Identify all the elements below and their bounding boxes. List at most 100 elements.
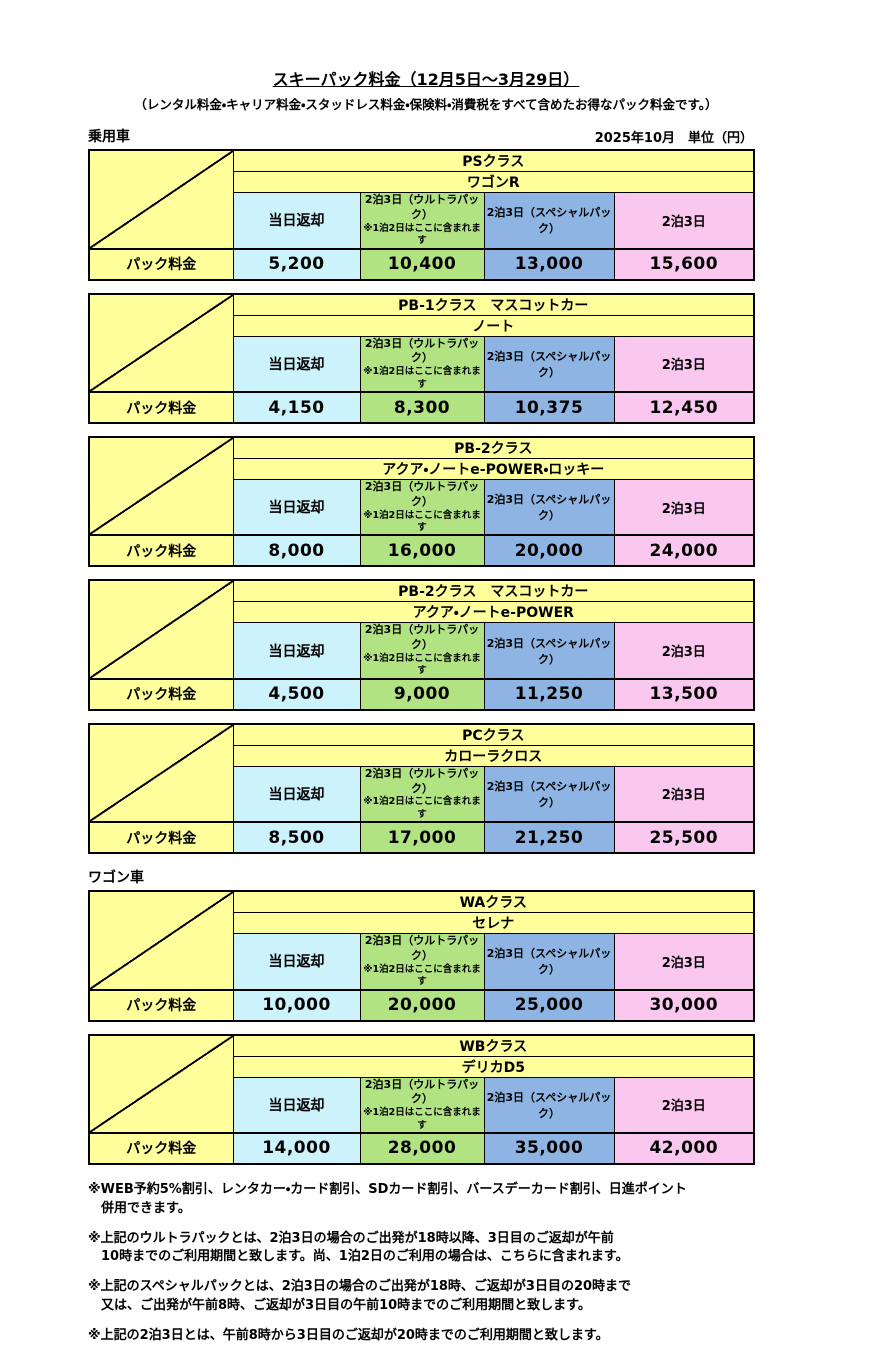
- pack-price-row-label: パック料金: [88, 988, 234, 1021]
- pack-price-row-label: パック料金: [88, 677, 234, 711]
- header-same-day-return: 当日返却: [232, 622, 361, 680]
- price-cell-same-day: 8,500: [232, 821, 361, 854]
- diagonal-corner-cell: [88, 1033, 234, 1134]
- vehicle-section: 乗用車 2025年10月 単位（円） PSクラス ワゴンR 当日返却 2泊3日（…: [88, 126, 764, 855]
- date-note: 2025年10月 単位（円）: [594, 131, 753, 147]
- price-cell-same-day: 5,200: [232, 247, 361, 281]
- header-special-pack: 2泊3日（スペシャルパック）: [483, 933, 615, 990]
- header-ultra-pack-note: ※1泊2日はここに含まれます: [363, 796, 481, 820]
- price-cell-special-pack: 25,000: [483, 988, 615, 1021]
- header-same-day-return: 当日返却: [232, 335, 361, 393]
- header-ultra-pack-note: ※1泊2日はここに含まれます: [363, 366, 481, 390]
- class-name-cell: PB-1クラス マスコットカー: [232, 293, 755, 316]
- price-cell-two-nights: 12,450: [613, 391, 755, 424]
- header-two-nights: 2泊3日: [613, 335, 755, 393]
- header-ultra-pack-note: ※1泊2日はここに含まれます: [363, 1107, 481, 1131]
- header-two-nights: 2泊3日: [613, 765, 755, 823]
- diagonal-corner-cell: [88, 293, 234, 393]
- price-cell-special-pack: 20,000: [483, 534, 615, 567]
- pack-price-row-label: パック料金: [88, 534, 234, 567]
- footnotes: ※WEB予約5%割引、レンタカー・カード割引、SDカード割引、バースデーカード割…: [88, 1181, 808, 1346]
- section-header: ワゴン車: [88, 867, 753, 887]
- section-label: 乗用車: [88, 129, 130, 146]
- price-table: WBクラス デリカD5 当日返却 2泊3日（ウルトラパック） ※1泊2日はここに…: [88, 1033, 756, 1165]
- vehicle-section: ワゴン車 WAクラス セレナ 当日返却 2泊3日（ウルトラパック） ※1泊2日は…: [88, 867, 764, 1165]
- car-name-cell: アクア・ノートe-POWER: [232, 601, 755, 624]
- class-name-cell: PSクラス: [232, 149, 755, 173]
- car-name-cell: ノート: [232, 314, 755, 337]
- header-ultra-pack-note: ※1泊2日はここに含まれます: [363, 509, 481, 534]
- header-ultra-pack-title: 2泊3日（ウルトラパック）: [364, 336, 480, 365]
- price-table: PCクラス カローラクロス 当日返却 2泊3日（ウルトラパック） ※1泊2日はこ…: [88, 722, 756, 855]
- header-two-nights: 2泊3日: [613, 1076, 755, 1134]
- page-subtitle: （レンタル料金・キャリア料金・スタッドレス料金・保険料・消費税をすべて含めたお得…: [134, 97, 718, 112]
- price-cell-two-nights: 30,000: [613, 988, 755, 1021]
- price-cell-ultra-pack: 17,000: [359, 821, 485, 854]
- price-cell-same-day: 14,000: [232, 1131, 361, 1165]
- price-cell-special-pack: 13,000: [483, 247, 615, 281]
- header-special-pack: 2泊3日（スペシャルパック）: [483, 192, 615, 250]
- header-ultra-pack-note: ※1泊2日はここに含まれます: [363, 222, 481, 247]
- section-tables: WAクラス セレナ 当日返却 2泊3日（ウルトラパック） ※1泊2日はここに含ま…: [88, 890, 764, 1165]
- header-ultra-pack-title: 2泊3日（ウルトラパック）: [364, 766, 480, 795]
- price-cell-two-nights: 42,000: [613, 1131, 755, 1165]
- header-ultra-pack-title: 2泊3日（ウルトラパック）: [364, 1077, 480, 1106]
- header-same-day-return: 当日返却: [232, 765, 361, 823]
- car-name-cell: セレナ: [232, 912, 755, 935]
- price-cell-special-pack: 21,250: [483, 821, 615, 854]
- header-two-nights: 2泊3日: [613, 479, 755, 536]
- class-name-cell: PCクラス: [232, 723, 755, 746]
- price-cell-special-pack: 10,375: [483, 391, 615, 424]
- header-two-nights: 2泊3日: [613, 192, 755, 250]
- header-two-nights: 2泊3日: [613, 622, 755, 680]
- header-ultra-pack: 2泊3日（ウルトラパック） ※1泊2日はここに含まれます: [359, 192, 485, 250]
- diagonal-corner-cell: [88, 579, 234, 680]
- header-same-day-return: 当日返却: [232, 1076, 361, 1134]
- diagonal-corner-cell: [88, 890, 234, 991]
- header-ultra-pack: 2泊3日（ウルトラパック） ※1泊2日はここに含まれます: [359, 933, 485, 990]
- class-name-cell: PB-2クラス マスコットカー: [232, 579, 755, 603]
- price-table: WAクラス セレナ 当日返却 2泊3日（ウルトラパック） ※1泊2日はここに含ま…: [88, 890, 755, 1022]
- price-cell-same-day: 10,000: [232, 988, 361, 1021]
- pack-price-row-label: パック料金: [88, 1131, 234, 1165]
- price-cell-same-day: 4,150: [232, 391, 361, 424]
- header-ultra-pack-title: 2泊3日（ウルトラパック）: [364, 193, 480, 222]
- header-special-pack: 2泊3日（スペシャルパック）: [483, 479, 615, 536]
- price-cell-two-nights: 15,600: [613, 247, 755, 281]
- price-cell-ultra-pack: 8,300: [359, 391, 485, 424]
- price-cell-ultra-pack: 10,400: [359, 247, 485, 281]
- page-title: スキーパック料金（12月5日～3月29日）: [272, 70, 580, 89]
- section-header: 乗用車 2025年10月 単位（円）: [88, 126, 753, 146]
- header-ultra-pack: 2泊3日（ウルトラパック） ※1泊2日はここに含まれます: [359, 1076, 485, 1134]
- header-ultra-pack: 2泊3日（ウルトラパック） ※1泊2日はここに含まれます: [359, 765, 485, 823]
- header-ultra-pack-note: ※1泊2日はここに含まれます: [363, 653, 481, 677]
- header-same-day-return: 当日返却: [232, 192, 361, 250]
- diagonal-corner-cell: [88, 436, 234, 536]
- pack-price-row-label: パック料金: [88, 391, 234, 424]
- car-name-cell: アクア・ノートe-POWER・ロッキー: [232, 458, 755, 480]
- section-label: ワゴン車: [88, 870, 144, 887]
- header-ultra-pack-title: 2泊3日（ウルトラパック）: [364, 480, 480, 508]
- header-special-pack: 2泊3日（スペシャルパック）: [483, 1076, 615, 1134]
- class-name-cell: PB-2クラス: [232, 436, 755, 459]
- diagonal-corner-cell: [88, 149, 234, 250]
- header-special-pack: 2泊3日（スペシャルパック）: [483, 765, 615, 823]
- pack-price-row-label: パック料金: [88, 821, 234, 854]
- header-ultra-pack-note: ※1泊2日はここに含まれます: [363, 963, 481, 988]
- price-table: PB-1クラス マスコットカー ノート 当日返却 2泊3日（ウルトラパック） ※…: [88, 292, 756, 424]
- footnote: ※上記の2泊3日とは、午前8時から3日目のご返却が20時までのご利用期間と致しま…: [88, 1327, 609, 1343]
- price-table: PB-2クラス マスコットカー アクア・ノートe-POWER 当日返却 2泊3日…: [88, 579, 756, 711]
- price-cell-two-nights: 24,000: [613, 534, 755, 567]
- price-cell-special-pack: 35,000: [483, 1131, 615, 1165]
- price-cell-same-day: 4,500: [232, 677, 361, 711]
- header-special-pack: 2泊3日（スペシャルパック）: [483, 335, 615, 393]
- header-ultra-pack-title: 2泊3日（ウルトラパック）: [364, 934, 480, 962]
- car-name-cell: デリカD5: [232, 1055, 755, 1078]
- price-table: PSクラス ワゴンR 当日返却 2泊3日（ウルトラパック） ※1泊2日はここに含…: [88, 149, 756, 281]
- diagonal-corner-cell: [88, 723, 234, 823]
- car-name-cell: カローラクロス: [232, 744, 755, 767]
- section-tables: PSクラス ワゴンR 当日返却 2泊3日（ウルトラパック） ※1泊2日はここに含…: [88, 149, 764, 855]
- price-cell-special-pack: 11,250: [483, 677, 615, 711]
- footnote: ※上記のウルトラパックとは、2泊3日の場合のご出発が18時以降、3日目のご返却が…: [88, 1230, 629, 1265]
- header-ultra-pack: 2泊3日（ウルトラパック） ※1泊2日はここに含まれます: [359, 479, 485, 536]
